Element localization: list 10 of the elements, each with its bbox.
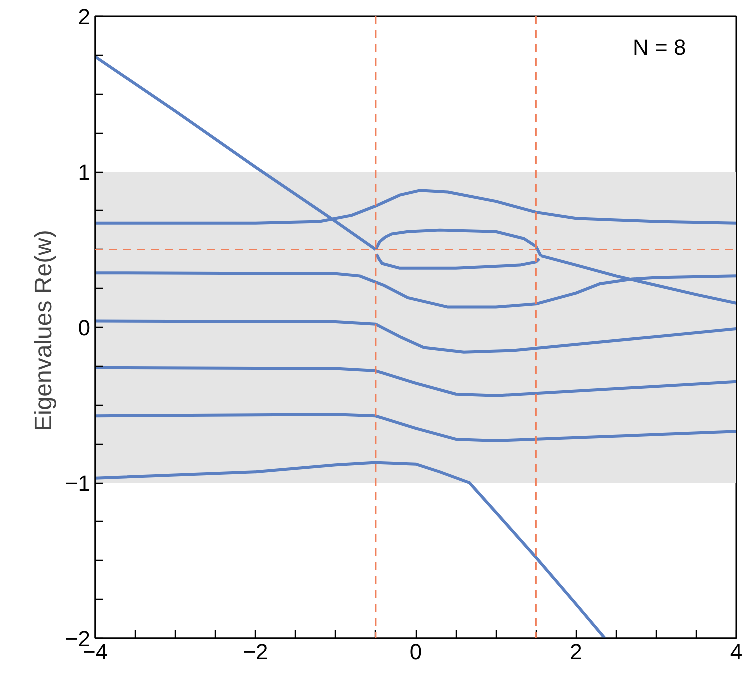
y-tick-label: −1 bbox=[65, 471, 91, 496]
y-axis-title: Eigenvalues Re(w) bbox=[30, 230, 58, 432]
x-tick-label: 0 bbox=[410, 640, 422, 664]
x-tick-label: 2 bbox=[570, 640, 582, 664]
y-tick-label: 0 bbox=[78, 316, 91, 340]
y-tick-label: 2 bbox=[78, 4, 91, 30]
x-tick-label: −2 bbox=[243, 640, 268, 664]
y-tick-label: 1 bbox=[78, 160, 91, 185]
annotation: N = 8 bbox=[632, 35, 686, 60]
x-tick-label: 4 bbox=[730, 640, 743, 664]
